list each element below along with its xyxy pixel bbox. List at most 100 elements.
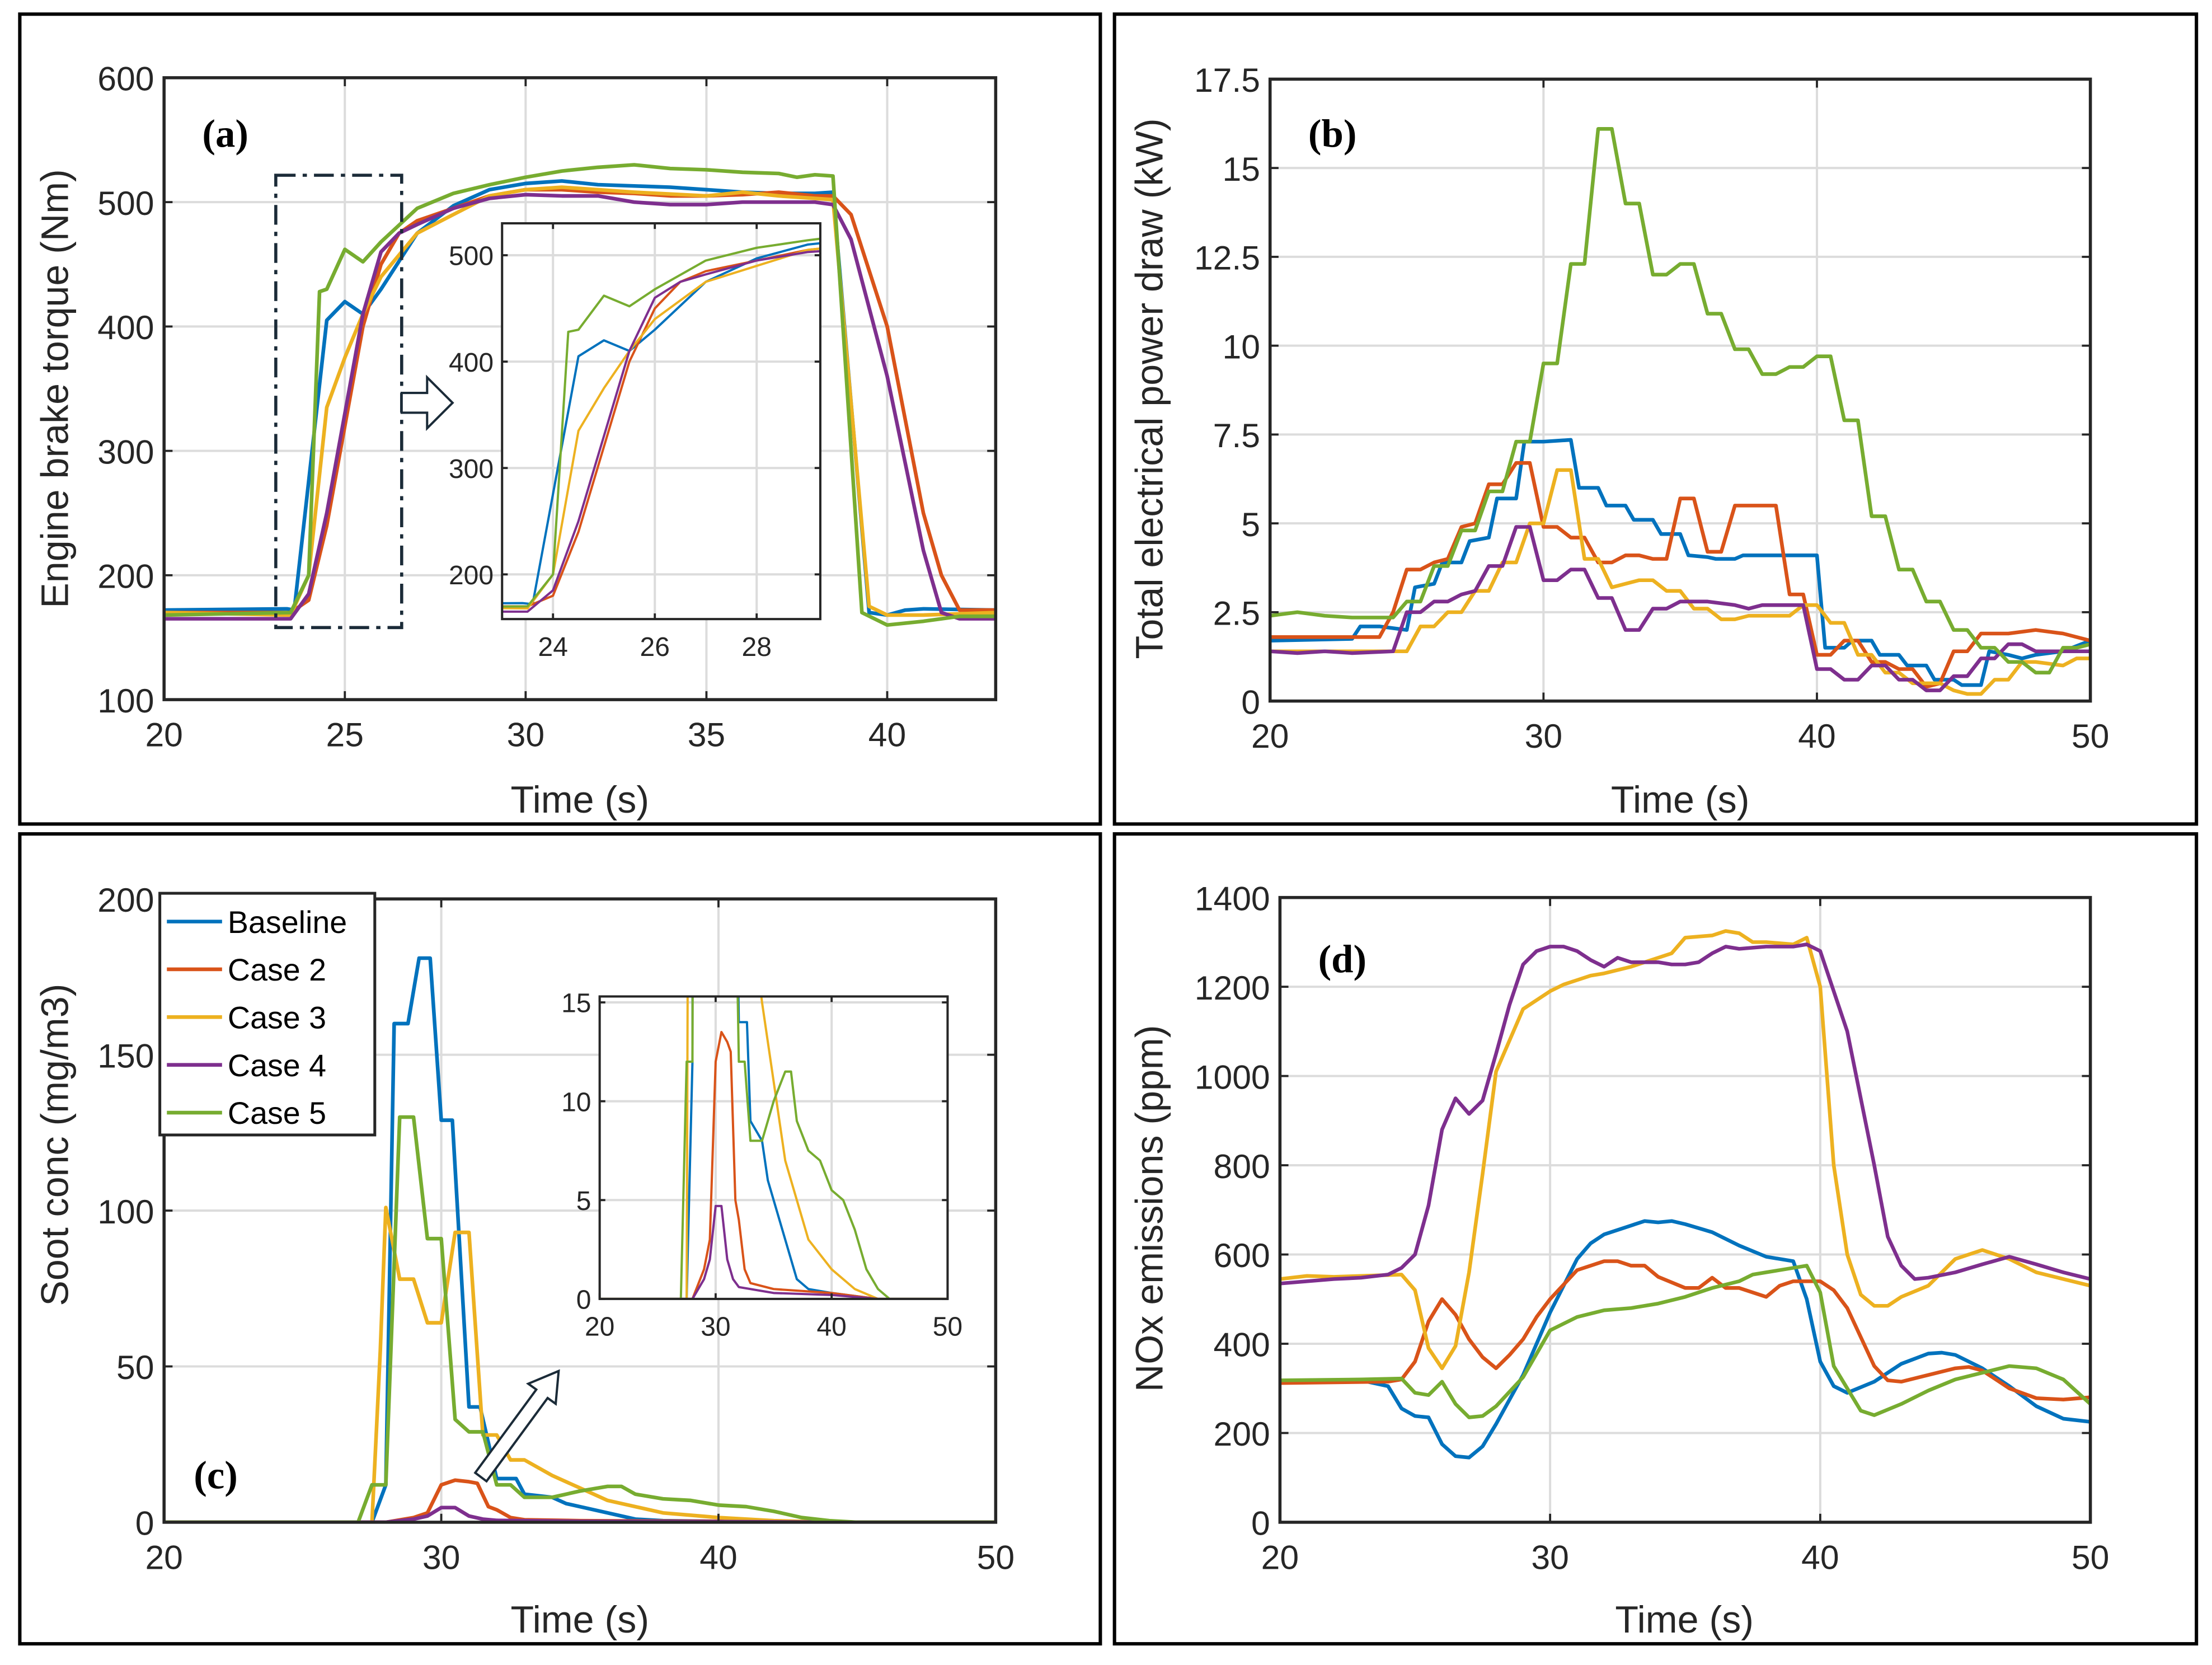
series-line-case-5	[1270, 127, 2091, 675]
series-line-case-2	[1280, 1259, 2091, 1401]
y-axis-label: Soot conc (mg/m3)	[34, 984, 76, 1306]
x-tick-label: 20	[145, 715, 182, 753]
x-tick-label: 40	[816, 1312, 846, 1342]
inset-gridlines	[502, 223, 820, 620]
plot-area	[1270, 79, 2091, 701]
y-tick-label: 400	[97, 308, 154, 346]
x-tick-label: 30	[1531, 1538, 1568, 1576]
y-tick-label: 600	[1213, 1236, 1270, 1274]
y-tick-label: 10	[561, 1087, 591, 1117]
y-tick-label: 200	[449, 561, 494, 590]
y-tick-label: 800	[1213, 1147, 1270, 1185]
inset-axes: 20 30 40 50 0 5 10 15	[561, 989, 962, 1342]
legend-item: Case 5	[167, 1096, 326, 1131]
series-line-baseline	[164, 179, 996, 617]
series-line-case-5	[164, 1115, 996, 1522]
y-axis-label: Total electrical power draw (kW)	[1129, 118, 1171, 659]
legend-item: Case 4	[167, 1048, 326, 1083]
y-tick-label: 100	[97, 682, 154, 720]
y-tick-label: 17.5	[1194, 61, 1260, 99]
y-tick-label: 5	[576, 1186, 591, 1216]
series-line-case-3	[1280, 929, 2091, 1371]
legend-box	[158, 892, 377, 1137]
legend-label: Case 3	[228, 1001, 326, 1035]
panel-b: 20 30 40 50 0 2.5 5 7.5 10 12.5 15 17.5 Time (s) Tota…	[1112, 12, 2199, 826]
panel-label: (c)	[194, 1453, 238, 1497]
y-tick-label: 50	[116, 1348, 154, 1386]
legend-item: Case 2	[167, 953, 326, 987]
y-tick-label: 150	[97, 1036, 154, 1075]
series-line-case-4	[1280, 942, 2091, 1286]
x-tick-label: 20	[145, 1538, 182, 1576]
series-line-case-2	[502, 247, 820, 608]
x-tick-label: 30	[507, 715, 544, 753]
y-tick-label: 400	[1213, 1326, 1270, 1364]
y-tick-label: 15	[561, 989, 591, 1019]
y-tick-label: 200	[1213, 1415, 1270, 1453]
y-tick-label: 0	[1241, 683, 1260, 721]
x-axis-label: Time (s)	[510, 1598, 649, 1641]
series-line-case-5	[502, 237, 820, 608]
series-line-case-5	[164, 163, 996, 627]
y-tick-label: 500	[449, 242, 494, 271]
panel-frame	[18, 832, 1102, 1646]
series-line-case-4	[502, 250, 820, 613]
y-tick-label: 1200	[1195, 969, 1270, 1007]
inset-series-group	[502, 237, 820, 613]
series-line-case-2	[164, 187, 996, 615]
series-group	[1270, 127, 2091, 696]
x-tick-label: 25	[326, 715, 364, 753]
legend: Baseline Case 2 Case 3 Case 4 Case 5	[158, 892, 377, 1137]
series-line-case-4	[1270, 525, 2091, 692]
series-line-baseline	[1270, 438, 2091, 687]
y-tick-label: 2.5	[1213, 594, 1260, 632]
y-tick-label: 200	[97, 881, 154, 919]
zoom-arrow-icon	[400, 374, 454, 432]
series-line-baseline	[1280, 1219, 2091, 1460]
legend-label: Case 5	[228, 1096, 326, 1131]
series-line-case-2	[599, 1031, 948, 1299]
y-tick-label: 300	[449, 454, 494, 484]
inset-plot-area	[502, 223, 820, 620]
x-tick-label: 30	[701, 1312, 730, 1342]
x-tick-label: 40	[699, 1538, 737, 1576]
plot-area	[1280, 897, 2091, 1522]
legend-label: Case 2	[228, 953, 326, 987]
series-line-case-3	[502, 247, 820, 610]
x-tick-label: 50	[933, 1312, 962, 1342]
y-tick-label: 200	[97, 557, 154, 595]
legend-item: Case 3	[167, 1001, 326, 1035]
x-tick-label: 26	[640, 632, 670, 662]
series-line-case-4	[164, 193, 996, 621]
y-tick-label: 600	[97, 60, 154, 98]
y-tick-label: 500	[97, 184, 154, 222]
x-tick-label: 35	[688, 715, 725, 753]
inset-plot-area	[599, 996, 948, 1299]
inset-axes-box	[501, 222, 821, 621]
x-tick-label: 30	[422, 1538, 460, 1576]
y-axis-label: Engine brake torque (Nm)	[34, 169, 76, 608]
y-tick-label: 15	[1223, 150, 1260, 188]
x-tick-label: 20	[1251, 717, 1289, 755]
x-tick-label: 40	[868, 715, 906, 753]
axes-box	[162, 76, 998, 701]
y-tick-label: 12.5	[1194, 239, 1260, 277]
y-tick-label: 0	[135, 1504, 154, 1542]
x-tick-label: 20	[1261, 1538, 1299, 1576]
series-line-case-2	[1270, 461, 2091, 689]
x-tick-label: 50	[2072, 717, 2109, 755]
y-tick-label: 300	[97, 433, 154, 471]
panel-frame	[1112, 832, 2199, 1646]
series-line-case-5	[599, 996, 948, 1299]
x-tick-label: 40	[1801, 1538, 1839, 1576]
panel-label: (b)	[1308, 112, 1356, 156]
x-tick-label: 28	[742, 632, 772, 662]
legend-label: Case 4	[228, 1048, 326, 1083]
inset-axes-box	[598, 995, 949, 1300]
panel-a: 20 25 30 35 40 100 200 300 400 500 600 Time (s) Engi…	[18, 12, 1102, 826]
x-tick-label: 40	[1798, 717, 1835, 755]
y-tick-label: 1000	[1195, 1058, 1270, 1096]
legend-item: Baseline	[167, 905, 347, 940]
